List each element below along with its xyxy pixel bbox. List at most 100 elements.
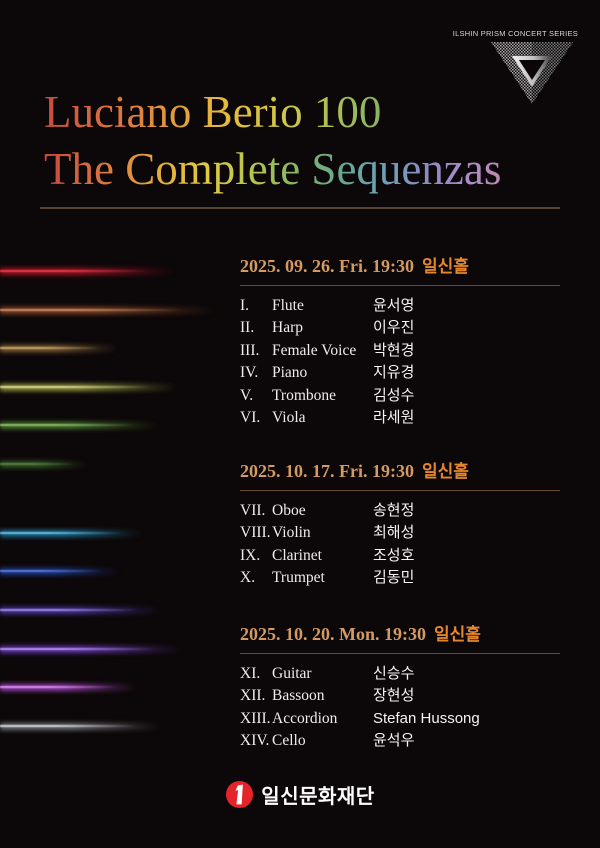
date-text: 2025. 09. 26. Fri. 19:30 — [240, 256, 414, 276]
sequenza-row: XI. Guitar 신승수 — [240, 663, 560, 685]
sequenza-instrument: Oboe — [272, 502, 306, 519]
sequenza-performer: 조성호 — [373, 546, 415, 564]
sequenza-numeral: XII. — [240, 687, 266, 705]
concert-section-2: 2025. 10. 17. Fri. 19:30 일신홀 VII. Oboe 송현정 V… — [240, 457, 560, 590]
sequenza-numeral: IV. — [240, 364, 259, 382]
sequenza-numeral: VI. — [240, 408, 261, 426]
sequenza-instrument: Guitar — [272, 665, 312, 682]
title-line-1: Luciano Berio 100 — [44, 84, 501, 141]
concert-section-3: 2025. 10. 20. Mon. 19:30 일신홀 XI. Guitar 신승수… — [240, 620, 560, 753]
light-streak-core — [0, 424, 134, 426]
sequenza-performer: 최해성 — [373, 524, 415, 542]
concert-date: 2025. 09. 26. Fri. 19:30 일신홀 — [240, 252, 560, 286]
sequenza-row: III. Female Voice 박현경 — [240, 340, 560, 362]
sequenza-numeral: I. — [240, 297, 250, 314]
venue-label: 일신홀 — [434, 625, 481, 644]
sequenza-performer: 박현경 — [373, 341, 415, 359]
ilshin-foundation-logo-icon — [226, 780, 254, 809]
sequenza-row: X. Trumpet 김동민 — [240, 567, 560, 589]
sequenza-row: II. Harp 이우진 — [240, 317, 560, 339]
sequenza-list: XI. Guitar 신승수 XII. Bassoon 장현성 XIII. Accordion… — [240, 663, 560, 753]
sequenza-instrument: Piano — [272, 364, 308, 382]
title-line-2: The Complete Sequenzas — [44, 141, 501, 198]
sequenza-performer: 송현정 — [373, 502, 415, 519]
light-streak-glow — [0, 567, 120, 575]
sequenza-list: I. Flute 윤서영 II. Harp 이우진 III. Female Voice 박현경 I… — [240, 295, 560, 429]
sequenza-row: XIV. Cello 윤석우 — [240, 730, 560, 752]
light-streak-core — [0, 463, 75, 465]
sequenza-instrument: Violin — [272, 524, 311, 542]
sequenza-instrument: Female Voice — [272, 341, 357, 359]
footer: 일신문화재단 — [0, 780, 600, 809]
poster-title: Luciano Berio 100 The Complete Sequenzas — [44, 84, 501, 198]
sequenza-instrument: Cello — [272, 732, 306, 750]
sequenza-row: XII. Bassoon 장현성 — [240, 685, 560, 707]
sequenza-row: VIII. Violin 최해성 — [240, 522, 560, 544]
sequenza-performer: 지유경 — [373, 364, 415, 382]
sequenza-row: VII. Oboe 송현정 — [240, 500, 560, 522]
light-streak-glow — [0, 344, 118, 352]
sequenza-instrument: Clarinet — [272, 546, 322, 564]
sequenza-performer: 김성수 — [373, 386, 415, 404]
concert-section-1: 2025. 09. 26. Fri. 19:30 일신홀 I. Flute 윤서영 II… — [240, 252, 560, 429]
venue-label: 일신홀 — [421, 462, 469, 481]
date-text: 2025. 10. 17. Fri. 19:30 — [240, 461, 414, 481]
venue-label: 일신홀 — [421, 257, 469, 276]
sequenza-instrument: Trombone — [272, 386, 337, 404]
sequenza-numeral: XI. — [240, 665, 261, 682]
sequenza-performer: 라세원 — [373, 408, 415, 426]
sequenza-instrument: Trumpet — [272, 569, 325, 587]
light-streak-core — [0, 386, 151, 388]
sequenza-instrument: Flute — [272, 297, 304, 314]
sequenza-performer: 윤서영 — [373, 297, 415, 314]
light-streak-core — [0, 686, 116, 688]
sequenza-row: XIII. Accordion Stefan Hussong — [240, 708, 560, 730]
organization-name: 일신문화재단 — [261, 786, 375, 808]
sequenza-instrument: Viola — [272, 408, 306, 426]
light-streak-core — [0, 570, 102, 572]
light-streak-core — [0, 609, 138, 611]
sequenza-numeral: VII. — [240, 502, 266, 519]
sequenza-numeral: XIII. — [240, 709, 271, 727]
sequenza-row: IX. Clarinet 조성호 — [240, 545, 560, 567]
light-streak-glow — [0, 421, 158, 429]
light-streak-glow — [0, 683, 137, 691]
light-streak-core — [0, 725, 136, 727]
sequenza-numeral: VIII. — [240, 524, 271, 542]
title-divider — [40, 207, 560, 209]
light-streak-glow — [0, 383, 178, 391]
light-streak-core — [0, 532, 122, 534]
light-streak-core — [0, 648, 155, 650]
date-text: 2025. 10. 20. Mon. 19:30 — [240, 624, 426, 644]
sequenza-row: VI. Viola 라세원 — [240, 407, 560, 429]
concert-date: 2025. 10. 20. Mon. 19:30 일신홀 — [240, 620, 560, 654]
sequenza-numeral: V. — [240, 386, 254, 404]
sequenza-instrument: Harp — [272, 319, 303, 337]
light-streak-glow — [0, 306, 215, 314]
sequenza-row: I. Flute 윤서영 — [240, 295, 560, 317]
sequenza-instrument: Bassoon — [272, 687, 325, 705]
prism-triangle-logo — [491, 42, 573, 104]
sequenza-performer: 윤석우 — [373, 732, 415, 750]
sequenza-numeral: IX. — [240, 546, 261, 564]
sequenza-performer: 장현성 — [373, 687, 415, 705]
light-streak-core — [0, 270, 149, 272]
sequenza-performer: 신승수 — [373, 665, 415, 682]
sequenza-list: VII. Oboe 송현정 VIII. Violin 최해성 IX. Clarinet 조성호 X… — [240, 500, 560, 590]
light-streak-core — [0, 309, 183, 311]
series-label: ILSHIN PRISM CONCERT SERIES — [452, 29, 578, 38]
light-streak-glow — [0, 722, 160, 730]
sequenza-performer: 김동민 — [373, 569, 415, 587]
light-streak-glow — [0, 267, 175, 275]
sequenza-instrument: Accordion — [272, 709, 338, 727]
sequenza-numeral: III. — [240, 341, 260, 359]
sequenza-performer: Stefan Hussong — [373, 709, 480, 727]
light-streak-glow — [0, 645, 182, 653]
sequenza-numeral: X. — [240, 569, 256, 587]
light-streak-glow — [0, 460, 88, 468]
light-streak-glow — [0, 529, 143, 537]
concert-date: 2025. 10. 17. Fri. 19:30 일신홀 — [240, 457, 560, 491]
sequenza-row: V. Trombone 김성수 — [240, 385, 560, 407]
light-streak-glow — [0, 606, 162, 614]
